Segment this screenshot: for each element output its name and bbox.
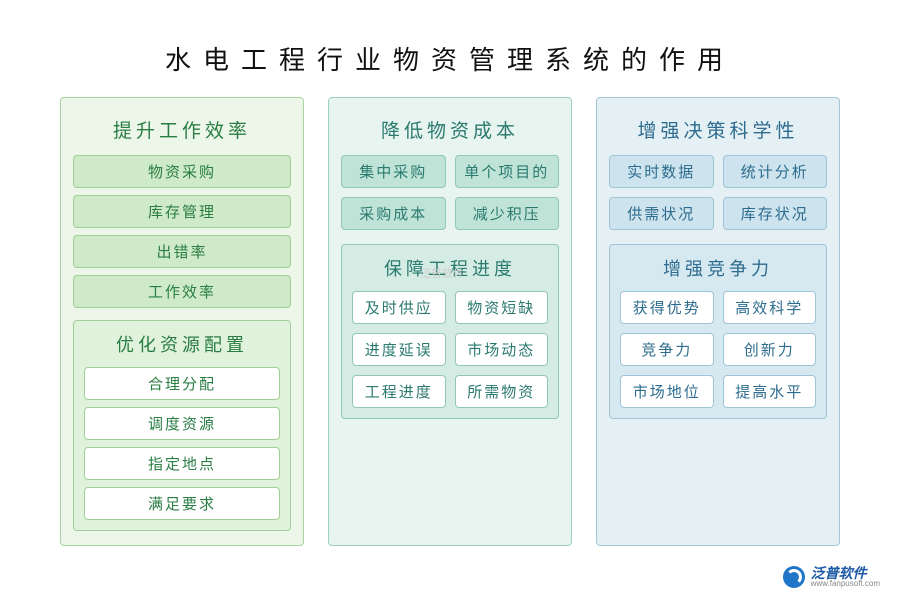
pill: 实时数据 — [609, 155, 714, 188]
logo-cn: 泛普软件 — [811, 566, 880, 580]
pill: 进度延误 — [352, 333, 446, 366]
section-a-list: 物资采购 库存管理 出错率 工作效率 — [73, 155, 291, 308]
columns-wrapper: 提升工作效率 物资采购 库存管理 出错率 工作效率 优化资源配置 合理分配 调度… — [0, 97, 900, 546]
column-teal: 降低物资成本 集中采购 单个项目的 采购成本 减少积压 保障工程进度 及时供应 … — [328, 97, 572, 546]
logo-en: www.fanpusoft.com — [811, 580, 880, 588]
subsection-title: 增强竞争力 — [620, 255, 816, 283]
section-a-grid: 实时数据 统计分析 供需状况 库存状况 — [609, 155, 827, 232]
section-title: 降低物资成本 — [341, 112, 559, 145]
section-b-list: 合理分配 调度资源 指定地点 满足要求 — [84, 367, 280, 520]
pill: 采购成本 — [341, 197, 446, 230]
pill: 市场地位 — [620, 375, 714, 408]
section-a-grid: 集中采购 单个项目的 采购成本 减少积压 — [341, 155, 559, 232]
pill: 单个项目的 — [455, 155, 560, 188]
column-green: 提升工作效率 物资采购 库存管理 出错率 工作效率 优化资源配置 合理分配 调度… — [60, 97, 304, 546]
pill: 集中采购 — [341, 155, 446, 188]
section-b-grid: 及时供应 物资短缺 进度延误 市场动态 工程进度 所需物资 — [352, 291, 548, 408]
pill: 减少积压 — [455, 197, 560, 230]
page-title: 水电工程行业物资管理系统的作用 — [0, 0, 900, 97]
pill: 库存状况 — [723, 197, 828, 230]
pill: 工作效率 — [73, 275, 291, 308]
watermark-text: 泛普软件 — [420, 265, 464, 281]
logo-text: 泛普软件 www.fanpusoft.com — [811, 566, 880, 588]
pill: 获得优势 — [620, 291, 714, 324]
pill: 出错率 — [73, 235, 291, 268]
pill: 统计分析 — [723, 155, 828, 188]
subsection: 增强竞争力 获得优势 高效科学 竞争力 创新力 市场地位 提高水平 — [609, 244, 827, 419]
section-title: 提升工作效率 — [73, 112, 291, 145]
pill: 满足要求 — [84, 487, 280, 520]
pill: 物资短缺 — [455, 291, 549, 324]
pill: 库存管理 — [73, 195, 291, 228]
pill: 指定地点 — [84, 447, 280, 480]
pill: 工程进度 — [352, 375, 446, 408]
section-b-grid: 获得优势 高效科学 竞争力 创新力 市场地位 提高水平 — [620, 291, 816, 408]
pill: 及时供应 — [352, 291, 446, 324]
pill: 市场动态 — [455, 333, 549, 366]
brand-logo: 泛普软件 www.fanpusoft.com — [783, 566, 880, 588]
pill: 竞争力 — [620, 333, 714, 366]
subsection-title: 优化资源配置 — [84, 331, 280, 359]
pill: 高效科学 — [723, 291, 817, 324]
column-blue: 增强决策科学性 实时数据 统计分析 供需状况 库存状况 增强竞争力 获得优势 高… — [596, 97, 840, 546]
pill: 供需状况 — [609, 197, 714, 230]
pill: 物资采购 — [73, 155, 291, 188]
pill: 所需物资 — [455, 375, 549, 408]
section-title: 增强决策科学性 — [609, 112, 827, 145]
pill: 合理分配 — [84, 367, 280, 400]
pill: 创新力 — [723, 333, 817, 366]
pill: 调度资源 — [84, 407, 280, 440]
subsection: 优化资源配置 合理分配 调度资源 指定地点 满足要求 — [73, 320, 291, 531]
logo-icon — [783, 566, 805, 588]
pill: 提高水平 — [723, 375, 817, 408]
